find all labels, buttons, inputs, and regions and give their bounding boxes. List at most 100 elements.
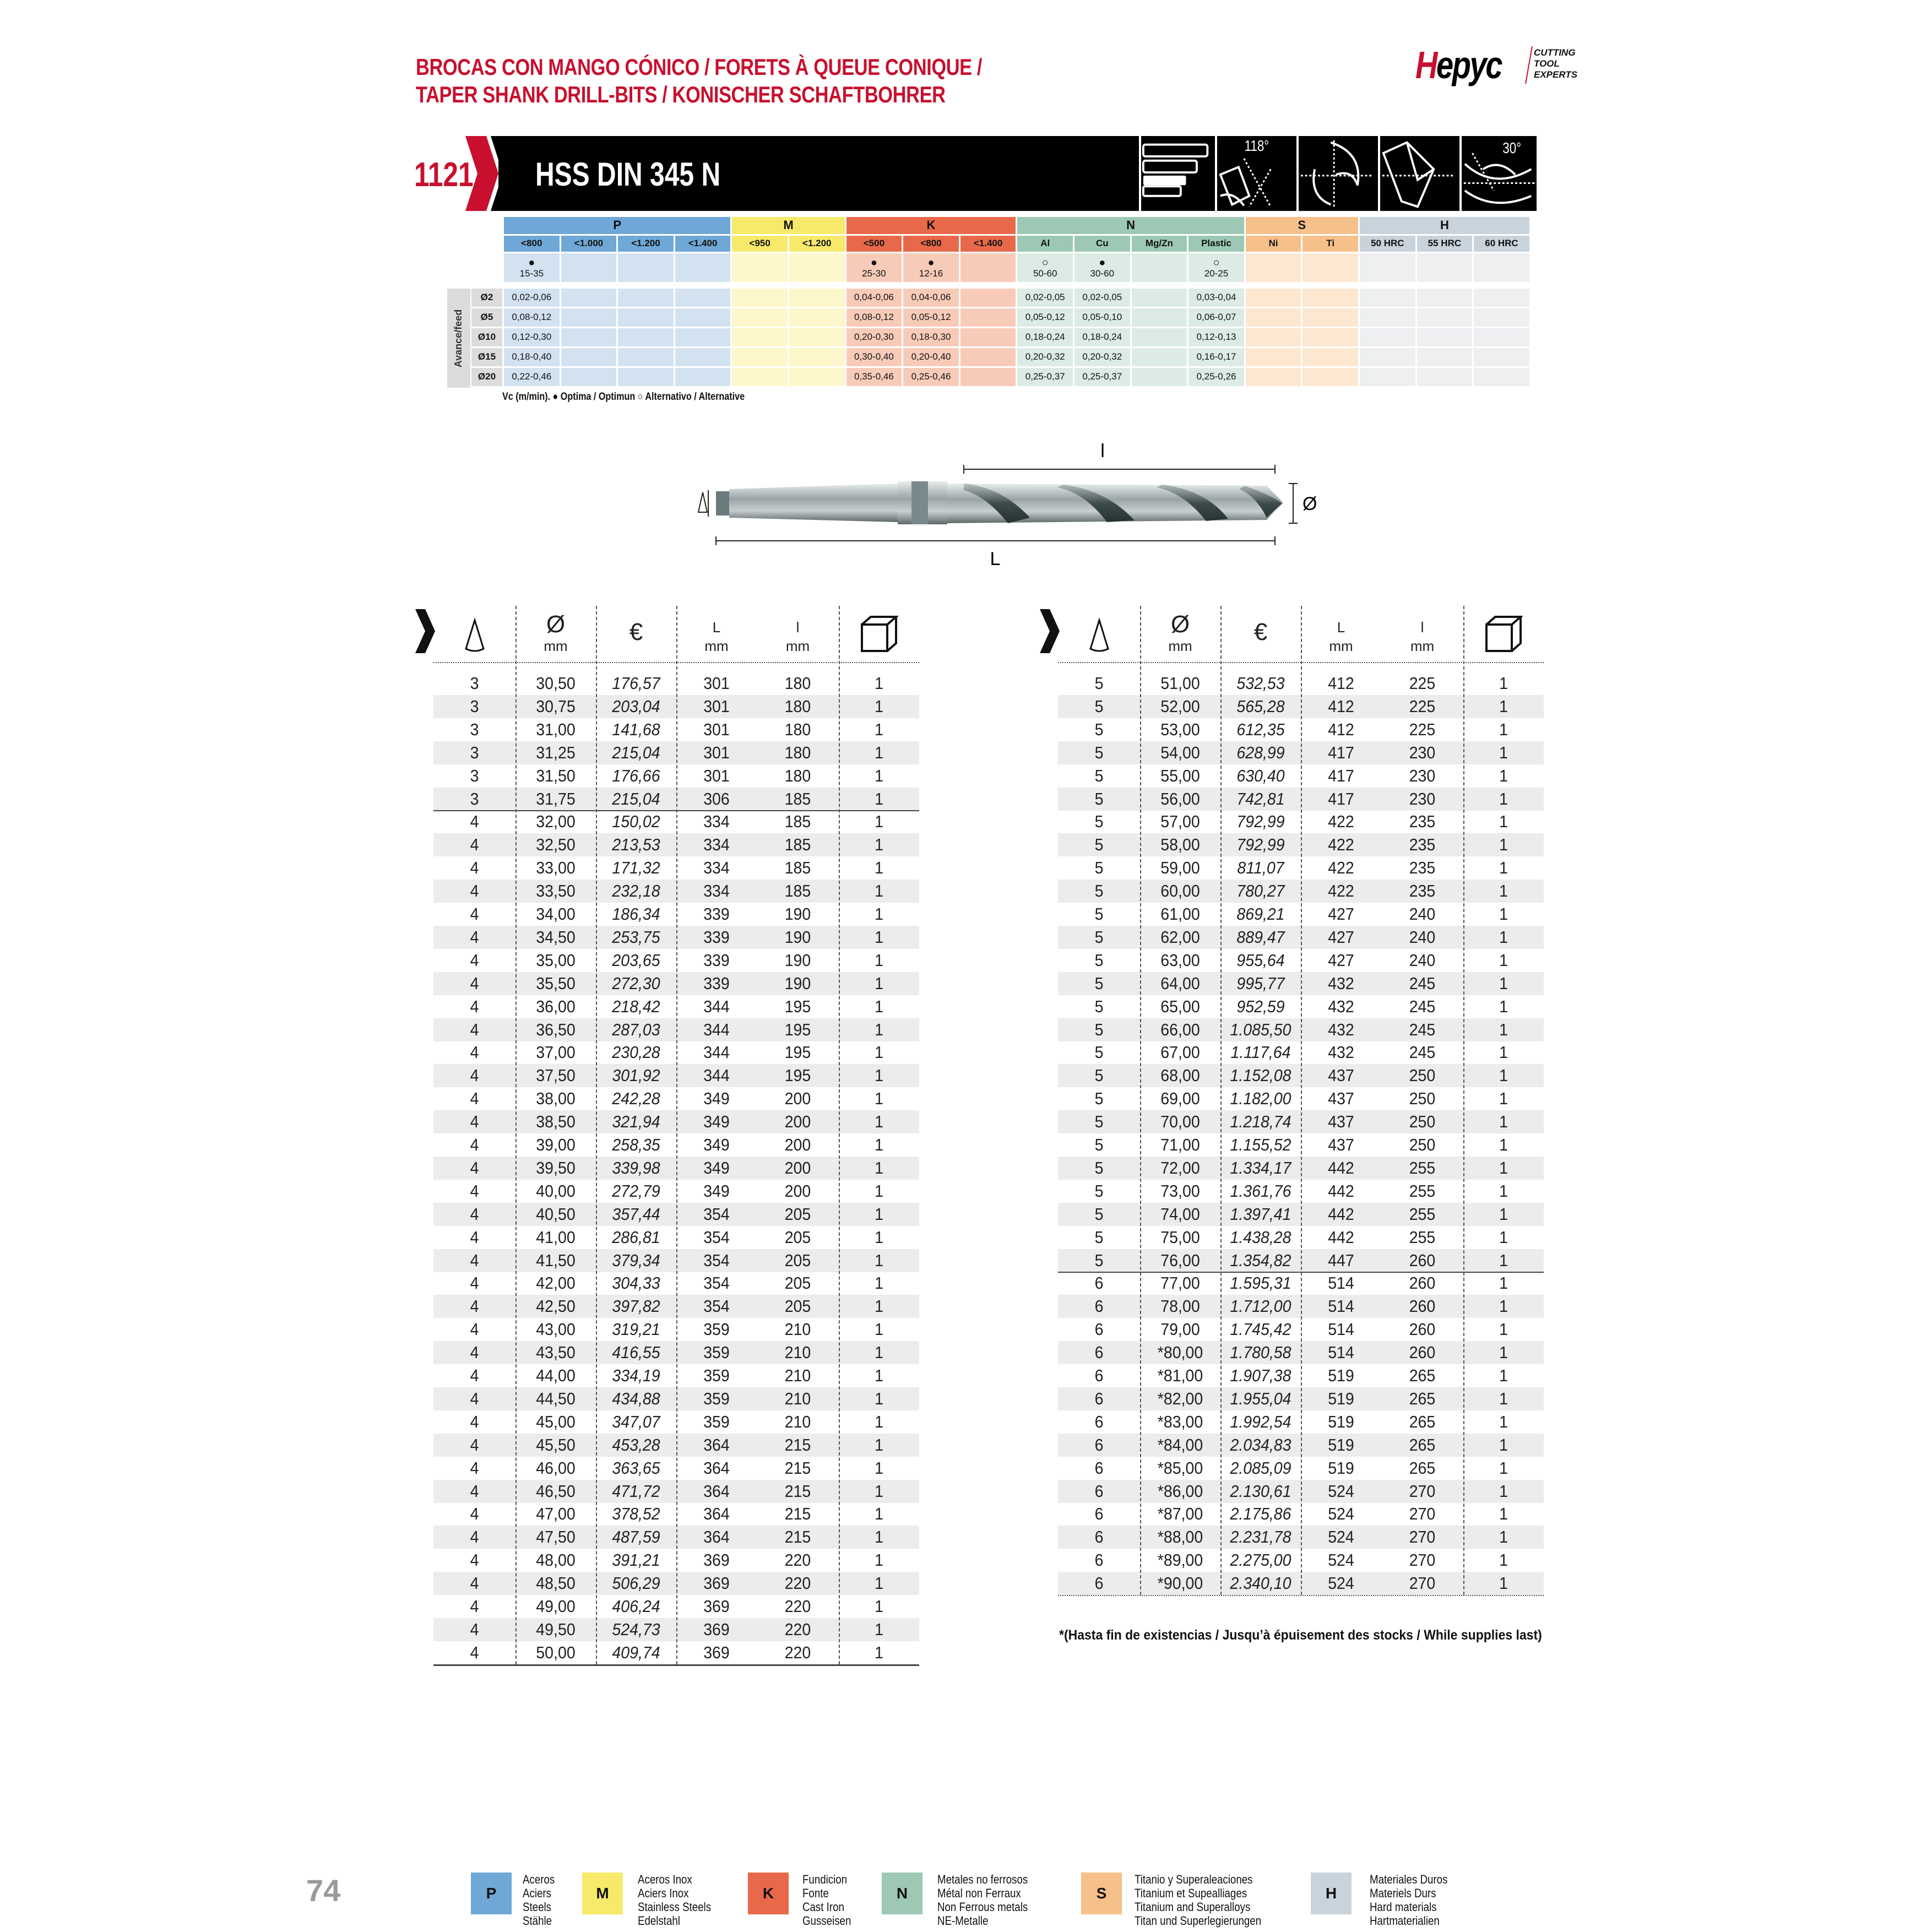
cutting-speed-value	[588, 269, 590, 279]
total-length-cell: 427	[1328, 904, 1354, 924]
legend-text: Aceros Aciers Steels Stähle	[523, 1873, 555, 1928]
legend-line: Aceros Inox	[638, 1873, 692, 1886]
table-row: 5 75,00 1.438,28 442 255 1	[1058, 1226, 1544, 1249]
price-cell: 1.595,31	[1230, 1273, 1291, 1293]
pack-quantity-cell: 1	[875, 973, 883, 993]
table-row: 4 44,00 334,19 359 210 1	[433, 1364, 919, 1387]
table-row: 3 30,50 176,57 301 180 1	[433, 672, 919, 695]
cone-size-cell: 5	[1094, 674, 1104, 693]
empty-mark	[1386, 257, 1390, 269]
empty-mark	[1500, 257, 1504, 269]
flute-length-cell: 180	[784, 742, 811, 762]
feed-value-cell	[732, 308, 788, 327]
flute-length-cell: 180	[784, 696, 811, 716]
diameter-cell: 38,00	[536, 1089, 576, 1109]
cone-size-cell: 6	[1094, 1573, 1104, 1593]
total-length-cell: 344	[703, 1066, 730, 1086]
cutting-speed-value	[987, 269, 990, 279]
material-subgroup-header: Cu	[1074, 236, 1130, 252]
cutting-speed-cell	[561, 253, 617, 282]
cone-size-cell: 5	[1094, 1019, 1104, 1039]
diameter-cell: 41,00	[536, 1227, 576, 1247]
pack-quantity-cell: 1	[875, 1043, 883, 1062]
total-length-cell: 524	[1328, 1481, 1354, 1501]
diameter-cell: 39,50	[536, 1158, 576, 1177]
stock-footnote: *(Hasta fin de existencias / Jusqu’à épu…	[1059, 1627, 1542, 1643]
table-row: 6 79,00 1.745,42 514 260 1	[1058, 1318, 1544, 1341]
pack-quantity-cell: 1	[875, 1250, 883, 1270]
price-cell: 792,99	[1236, 812, 1285, 832]
flute-length-cell: 200	[784, 1089, 811, 1109]
flute-length-cell: 250	[1409, 1112, 1436, 1132]
cone-size-cell: 5	[1094, 812, 1104, 832]
diameter-cell: 51,00	[1160, 674, 1200, 693]
flute-length-cell: 190	[784, 904, 811, 924]
feed-value-cell: 0,02-0,06	[504, 289, 560, 307]
flute-length-cell: 200	[784, 1181, 811, 1201]
pack-quantity-cell: 1	[1499, 1089, 1508, 1109]
total-length-cell: 364	[703, 1527, 730, 1547]
table-row: 5 69,00 1.182,00 437 250 1	[1058, 1087, 1544, 1110]
cone-size-cell: 5	[1094, 1158, 1104, 1177]
flute-length-cell: 220	[784, 1550, 811, 1570]
flute-length-cell: 235	[1409, 812, 1436, 832]
price-cell: 215,04	[612, 789, 660, 808]
flute-length-cell: 215	[784, 1504, 811, 1524]
pack-quantity-cell: 1	[1499, 789, 1508, 808]
diameter-cell: 40,50	[536, 1204, 576, 1224]
cone-size-cell: 5	[1094, 1066, 1104, 1086]
cone-size-cell: 5	[1094, 996, 1104, 1016]
cutting-speed-cell: ○ 20-25	[1188, 253, 1244, 282]
feed-value-cell	[789, 308, 845, 327]
diameter-cell: 38,50	[536, 1112, 576, 1132]
cutting-speed-value	[1272, 269, 1275, 279]
flute-length-cell: 240	[1409, 927, 1436, 947]
cutting-speed-value: 15-35	[519, 268, 544, 279]
feed-value-cell	[789, 289, 845, 307]
legend-swatch: S	[1081, 1873, 1122, 1914]
price-cell: 232,18	[612, 881, 660, 901]
cone-size-cell: 4	[470, 1019, 479, 1039]
price-cell: 487,59	[612, 1527, 660, 1547]
box-icon	[1485, 616, 1523, 652]
legend-swatch: H	[1311, 1873, 1352, 1914]
legend-line: Materiales Duros	[1370, 1873, 1448, 1886]
legend-line: Hard materials	[1370, 1900, 1437, 1914]
flute-length-cell: 255	[1409, 1227, 1436, 1247]
cone-size-cell: 4	[470, 950, 479, 970]
feed-value-cell	[732, 348, 788, 366]
pack-quantity-cell: 1	[875, 1458, 883, 1478]
diameter-symbol: Ø	[1170, 611, 1190, 638]
legend-line: Stainless Steels	[638, 1900, 712, 1914]
cutting-speed-cell	[618, 253, 674, 282]
price-cell: 1.152,08	[1230, 1066, 1291, 1086]
table-row: 5 67,00 1.117,64 432 245 1	[1058, 1041, 1544, 1064]
legend-line: Titan und Superlegierungen	[1135, 1914, 1262, 1928]
cutting-speed-cell	[675, 253, 731, 282]
price-cell: 286,81	[612, 1227, 660, 1247]
diameter-cell: 34,50	[536, 927, 576, 947]
feed-value-cell	[1417, 328, 1473, 346]
feed-value-cell: 0,04-0,06	[903, 289, 959, 307]
flute-length-cell: 270	[1409, 1573, 1436, 1593]
cone-size-cell: 5	[1094, 1181, 1104, 1201]
flute-length-cell: 215	[784, 1481, 811, 1501]
pack-quantity-cell: 1	[1499, 1135, 1508, 1154]
material-group-S: S	[1245, 217, 1358, 234]
cone-size-cell: 6	[1094, 1504, 1104, 1524]
feed-value-cell	[789, 348, 845, 366]
table-row: 5 51,00 532,53 412 225 1	[1058, 672, 1544, 695]
pack-quantity-cell: 1	[875, 1435, 883, 1455]
cone-size-cell: 4	[470, 1181, 479, 1201]
pack-quantity-cell: 1	[875, 1642, 883, 1662]
feed-value-cell: 0,30-0,40	[846, 348, 902, 366]
price-cell: 230,28	[612, 1043, 660, 1062]
page-title-line-1: BROCAS CON MANGO CÓNICO / FORETS À QUEUE…	[416, 54, 983, 80]
pack-quantity-cell: 1	[875, 1158, 883, 1177]
cutting-speed-value: 12-16	[919, 268, 943, 279]
price-cell: 1.334,17	[1230, 1158, 1291, 1177]
table-row: 4 37,00 230,28 344 195 1	[433, 1041, 919, 1064]
pack-quantity-cell: 1	[1499, 1481, 1508, 1501]
diameter-cell: 33,50	[536, 881, 576, 901]
